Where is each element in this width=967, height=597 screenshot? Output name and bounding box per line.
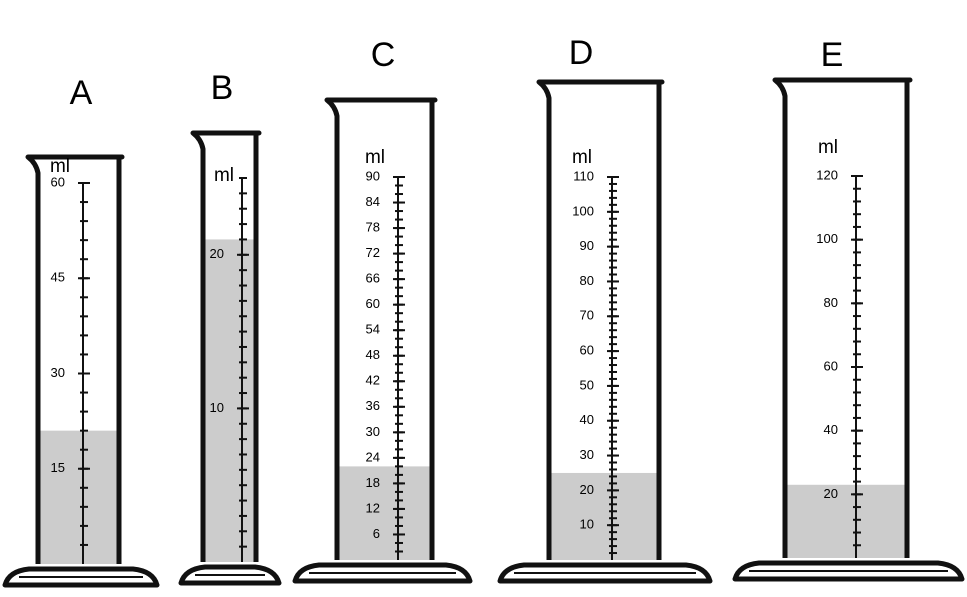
tick-label: 50 <box>580 377 594 392</box>
liquid <box>40 430 117 564</box>
tick-label: 12 <box>366 500 380 515</box>
tick-label: 66 <box>366 271 380 286</box>
tick-label: 110 <box>573 168 594 183</box>
tick-label: 60 <box>51 174 65 189</box>
unit-label: ml <box>818 137 838 158</box>
tick-label: 20 <box>210 246 224 261</box>
tick-label: 10 <box>210 400 224 415</box>
tick-label: 30 <box>51 365 65 380</box>
cylinder-body <box>324 97 438 560</box>
tick-label: 70 <box>580 308 594 323</box>
tick-label: 36 <box>366 398 380 413</box>
tick-label: 10 <box>580 517 594 532</box>
tick-label: 30 <box>366 424 380 439</box>
tick-label: 40 <box>824 422 838 437</box>
tick-label: 60 <box>580 343 594 358</box>
tick-label: 100 <box>572 203 594 218</box>
tick-label: 90 <box>366 168 380 183</box>
liquid <box>339 466 430 560</box>
cylinder-label: B <box>211 69 234 107</box>
liquid <box>551 472 657 560</box>
tick-label: 48 <box>366 347 380 362</box>
tick-label: 45 <box>51 270 65 285</box>
tick-label: 24 <box>366 449 380 464</box>
unit-label: ml <box>50 156 70 177</box>
tick-label: 20 <box>580 482 594 497</box>
cylinder-body <box>772 77 913 558</box>
tick-label: 40 <box>580 412 594 427</box>
tick-label: 78 <box>366 220 380 235</box>
tick-label: 80 <box>580 273 594 288</box>
tick-label: 6 <box>373 526 380 541</box>
tick-label: 20 <box>824 486 838 501</box>
tick-label: 80 <box>824 295 838 310</box>
tick-label: 42 <box>366 373 380 388</box>
tick-label: 15 <box>51 460 65 475</box>
unit-label: ml <box>572 147 592 168</box>
tick-label: 54 <box>366 322 380 337</box>
cylinder-label: A <box>70 74 93 112</box>
cylinder-body <box>25 154 125 564</box>
tick-label: 90 <box>580 238 594 253</box>
tick-label: 72 <box>366 245 380 260</box>
unit-label: ml <box>214 165 234 186</box>
unit-label: ml <box>365 147 385 168</box>
cylinder-label: C <box>371 36 396 74</box>
liquid <box>787 484 905 558</box>
tick-label: 30 <box>580 447 594 462</box>
tick-label: 60 <box>366 296 380 311</box>
cylinder-body <box>536 79 665 560</box>
tick-label: 84 <box>366 194 380 209</box>
tick-label: 120 <box>816 167 838 182</box>
liquid <box>205 239 254 562</box>
tick-label: 100 <box>816 231 838 246</box>
cylinder-body <box>190 130 262 562</box>
cylinder-label: D <box>569 34 594 72</box>
tick-label: 18 <box>366 475 380 490</box>
cylinder-label: E <box>821 36 844 74</box>
tick-label: 60 <box>824 358 838 373</box>
